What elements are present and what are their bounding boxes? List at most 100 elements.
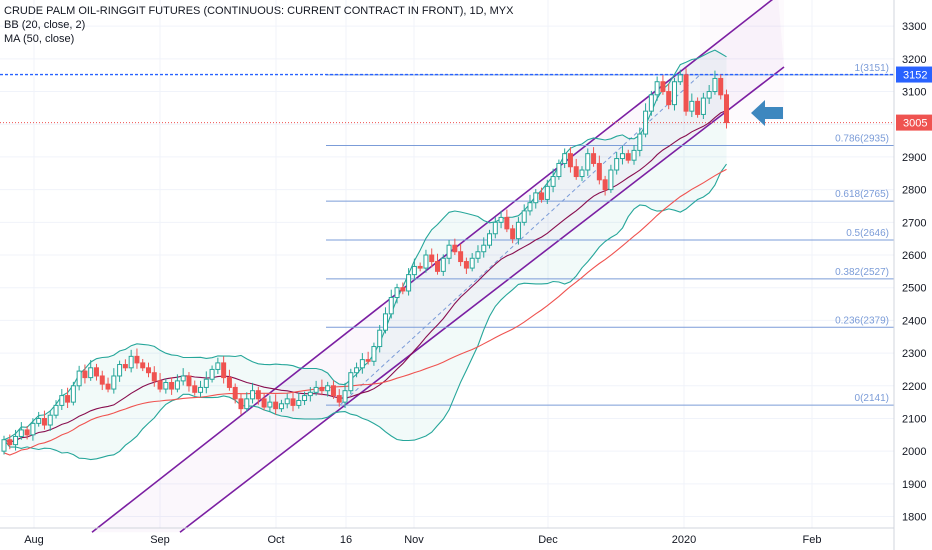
candle-body [330, 385, 336, 397]
y-tick-label: 3200 [902, 54, 926, 66]
candle-up [498, 210, 504, 229]
candle-down [539, 187, 545, 203]
candle-body [232, 386, 238, 400]
candle-body [226, 377, 232, 388]
candle-up [88, 359, 94, 381]
y-tick-label: 2100 [902, 413, 926, 425]
candle-body [365, 359, 371, 362]
candle-up [631, 145, 637, 165]
candle-body [706, 91, 712, 99]
candle-up [521, 204, 527, 226]
fib-level-label: 0.786(2935) [835, 133, 889, 144]
bollinger-basis-line [3, 109, 727, 443]
candle-body [250, 390, 256, 400]
candle-body [695, 100, 701, 115]
candle-up [13, 429, 19, 451]
candle-up [174, 374, 180, 393]
bollinger-upper-line [3, 49, 727, 441]
candle-body [290, 398, 296, 406]
candle-body [65, 395, 71, 403]
candle-down [336, 389, 342, 407]
candle-up [619, 145, 625, 165]
candle-body [700, 97, 706, 115]
candle-body [76, 370, 82, 387]
candle-up [648, 90, 654, 116]
candle-body [469, 257, 475, 269]
candle-down [146, 362, 151, 378]
candle-body [325, 385, 331, 392]
candle-down [463, 257, 469, 274]
candle-body [527, 202, 533, 212]
y-tick-label: 2000 [902, 446, 926, 458]
candle-body [585, 153, 591, 171]
candle-down [718, 74, 724, 100]
candle-up [325, 381, 331, 397]
candle-down [683, 68, 689, 116]
candle-body [13, 435, 19, 446]
candle-up [475, 245, 481, 263]
candle-up [515, 217, 521, 245]
candle-up [700, 92, 706, 120]
candle-down [82, 364, 88, 384]
candle-up [440, 254, 446, 276]
candle-body [406, 274, 412, 292]
candle-body [1, 439, 7, 452]
candle-body [487, 233, 493, 246]
candle-up [70, 381, 76, 406]
candle-up [1, 435, 7, 455]
candle-body [24, 429, 30, 436]
candle-down [93, 363, 99, 381]
candle-up [677, 69, 683, 86]
candle-up [544, 179, 550, 205]
candle-body [36, 417, 42, 424]
candle-down [290, 392, 296, 412]
candle-body [631, 149, 637, 161]
candle-up [342, 382, 348, 409]
candle-body [151, 372, 157, 382]
candle-up [411, 258, 417, 281]
candle-body [7, 439, 13, 446]
candle-body [596, 162, 602, 181]
candle-body [654, 81, 660, 96]
candle-body [619, 153, 625, 160]
candle-body [643, 110, 649, 135]
x-tick-label: Dec [538, 534, 558, 546]
candle-up [585, 148, 591, 176]
candle-body [550, 176, 556, 187]
candle-body [122, 364, 128, 369]
candle-body [174, 380, 180, 390]
candle-up [203, 371, 209, 394]
candle-body [394, 287, 400, 299]
candle-body [435, 261, 440, 272]
candle-body [128, 355, 134, 369]
y-tick-label: 1900 [902, 479, 926, 491]
price-label-text: 3005 [903, 118, 927, 130]
candle-up [423, 249, 429, 273]
candle-body [47, 414, 53, 426]
candle-body [377, 329, 383, 348]
x-tick-label: 2020 [672, 534, 696, 546]
candle-up [267, 395, 273, 412]
candle-down [65, 387, 71, 409]
candle-down [724, 89, 729, 129]
candle-up [354, 362, 360, 378]
candle-body [724, 94, 729, 124]
candle-body [261, 398, 267, 408]
candle-up [556, 159, 562, 180]
candle-body [475, 251, 481, 259]
candle-up [394, 283, 400, 304]
candle-down [625, 149, 631, 164]
candle-body [111, 375, 117, 390]
candle-body [712, 77, 718, 93]
y-tick-label: 3300 [902, 21, 926, 33]
candle-down [666, 83, 672, 110]
candle-body [157, 380, 163, 390]
candle-body [267, 401, 273, 408]
candle-up [643, 103, 649, 138]
candle-body [521, 210, 527, 223]
candle-down [122, 359, 128, 372]
candle-body [579, 169, 585, 178]
y-tick-label: 2600 [902, 250, 926, 262]
